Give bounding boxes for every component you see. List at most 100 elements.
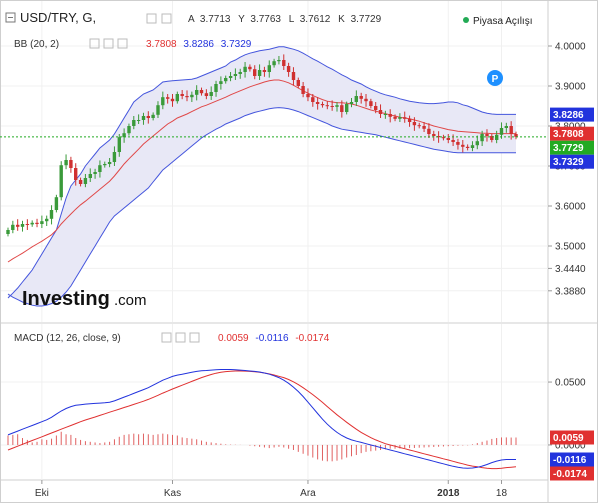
candle-body <box>262 70 267 72</box>
candle-body <box>345 104 349 112</box>
candle <box>412 117 417 131</box>
candle <box>470 141 475 152</box>
candle <box>40 215 44 228</box>
candle <box>16 219 20 231</box>
candle-body <box>49 210 54 219</box>
candle-body <box>103 164 107 166</box>
candle-body <box>127 126 131 134</box>
eye-icon[interactable] <box>146 13 157 24</box>
candle-body <box>233 74 238 76</box>
candle <box>340 100 344 118</box>
time-tick-label: Eki <box>35 488 49 499</box>
candle <box>166 94 170 104</box>
price-label-text: 3.7729 <box>553 143 584 154</box>
candle-body <box>141 116 146 120</box>
macd-tool-icons <box>161 332 200 343</box>
bb-mid-value: 3.7808 <box>146 39 177 50</box>
candle <box>59 161 63 201</box>
candle-body <box>107 162 112 164</box>
candle <box>514 131 518 140</box>
candle-body <box>456 142 460 145</box>
bb-close-icon[interactable] <box>117 38 128 49</box>
macd-tick-label: 0.0000 <box>555 440 586 451</box>
candle-body <box>185 96 189 98</box>
candle <box>465 144 470 151</box>
candle-body <box>146 116 150 118</box>
candle-body <box>509 126 513 134</box>
market-status-dot-icon <box>463 17 469 23</box>
open-label: A <box>188 14 195 25</box>
candle <box>291 67 296 86</box>
candle-body <box>282 60 286 66</box>
bb-lower-value: 3.7329 <box>221 39 252 50</box>
macd-eye-icon[interactable] <box>161 332 172 343</box>
candle-body <box>214 84 218 92</box>
candle-body <box>253 69 257 76</box>
candle <box>195 85 199 101</box>
candle-body <box>514 134 518 137</box>
candle-body <box>74 168 78 180</box>
macd-value-label-bg <box>550 466 594 481</box>
investing-logo: Investing .com <box>22 288 147 310</box>
candle-body <box>20 224 25 227</box>
collapse-icon[interactable] <box>5 12 16 23</box>
candle-body <box>69 160 73 168</box>
candle-body <box>388 114 392 117</box>
low-value: 3.7612 <box>300 14 331 25</box>
low-label: L <box>289 14 295 25</box>
candle-body <box>378 110 383 114</box>
candle-body <box>151 114 155 118</box>
macd-close-icon[interactable] <box>189 332 200 343</box>
candle <box>480 130 484 146</box>
candle-body <box>398 117 402 119</box>
logo-brand: Investing <box>22 288 110 310</box>
candle <box>417 122 421 129</box>
candle <box>175 91 179 104</box>
macd-value-label-bg <box>550 452 594 467</box>
candle <box>383 110 388 119</box>
candle <box>243 62 247 78</box>
candle-body <box>277 60 281 62</box>
candle <box>74 163 78 186</box>
macd-axis-ticks: 0.0500 0.0000 <box>548 378 586 451</box>
event-marker[interactable]: P <box>487 70 503 86</box>
candle-body <box>59 165 63 198</box>
candle-body <box>238 72 242 74</box>
candle <box>112 146 117 166</box>
candle-body <box>311 97 315 102</box>
candle-body <box>117 137 121 152</box>
candle <box>170 94 175 107</box>
candle <box>25 219 30 230</box>
candle-body <box>11 224 15 230</box>
candle-body <box>465 146 470 148</box>
bb-upper-line <box>7 46 516 299</box>
candle-body <box>190 94 194 98</box>
candle <box>117 134 121 157</box>
candle <box>161 91 165 110</box>
candle-body <box>112 152 117 162</box>
candle <box>456 138 460 150</box>
bollinger-band-lines <box>7 46 516 307</box>
candle <box>219 76 223 90</box>
candle-body <box>369 101 373 106</box>
candle-body <box>417 125 421 127</box>
candle-body <box>30 222 34 225</box>
macd-settings-icon[interactable] <box>175 332 186 343</box>
candle <box>228 72 233 82</box>
candle-body <box>296 80 300 86</box>
candle-body <box>422 126 426 129</box>
candle <box>199 87 204 96</box>
price-label-text: 3.8286 <box>553 110 584 121</box>
bollinger-band-fill <box>8 46 516 307</box>
header-tool-icons <box>146 13 172 24</box>
bb-settings-icon[interactable] <box>103 38 114 49</box>
settings-icon[interactable] <box>161 13 172 24</box>
bb-eye-icon[interactable] <box>89 38 100 49</box>
candle-body <box>315 102 320 104</box>
candle <box>499 122 504 139</box>
candle <box>49 205 54 225</box>
event-marker-circle[interactable] <box>487 70 503 86</box>
candle <box>306 88 310 102</box>
event-marker-label: P <box>492 74 499 85</box>
